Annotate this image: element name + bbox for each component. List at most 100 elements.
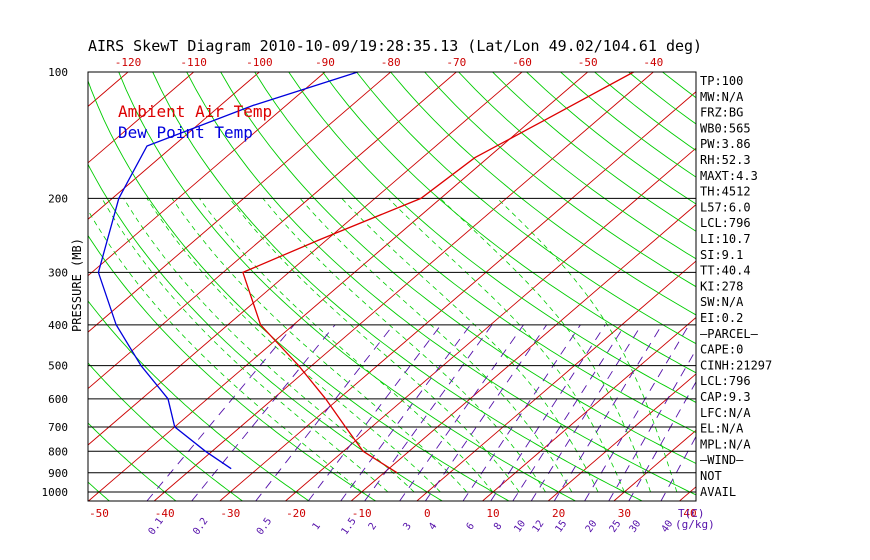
index-entry: RH:52.3 bbox=[700, 153, 751, 167]
top-axis-tick-label: -50 bbox=[578, 56, 598, 69]
dry-adiabat-line bbox=[662, 72, 696, 99]
index-entry: CAPE:0 bbox=[700, 343, 743, 357]
index-entry: —PARCEL— bbox=[700, 327, 759, 341]
bottom-axis-tick-label: -20 bbox=[286, 507, 306, 520]
dry-adiabat-line bbox=[88, 300, 310, 501]
dry-adiabat-line bbox=[731, 72, 870, 501]
dry-adiabat-line bbox=[186, 72, 696, 496]
mixing-ratio-line bbox=[425, 324, 547, 501]
bottom-axis-tick-label: -30 bbox=[220, 507, 240, 520]
mixing-ratio-line bbox=[307, 324, 442, 501]
mixing-ratio-line bbox=[399, 324, 524, 501]
pressure-tick-label: 100 bbox=[48, 66, 68, 79]
ambient-temp-line bbox=[242, 72, 634, 474]
mixing-ratio-label: 12 bbox=[531, 518, 547, 534]
mixing-ratio-label: 3 bbox=[401, 521, 413, 532]
isotherm-line bbox=[88, 72, 194, 164]
mixing-ratio-label: 20 bbox=[584, 518, 600, 534]
mixing-ratio-label: 4 bbox=[427, 521, 439, 532]
dry-adiabat-line bbox=[0, 72, 43, 501]
top-axis-tick-label: -120 bbox=[115, 56, 142, 69]
isotherm-line bbox=[416, 260, 696, 501]
index-entry: L57:6.0 bbox=[700, 200, 751, 214]
index-entry: TT:40.4 bbox=[700, 264, 751, 278]
isotherm-line bbox=[88, 72, 260, 220]
bottom-axis-tick-label: 20 bbox=[552, 507, 565, 520]
mixing-ratio-label: 15 bbox=[553, 518, 569, 534]
bottom-axis-unit-label: T(C) bbox=[678, 507, 705, 520]
mixing-ratio-line bbox=[255, 324, 394, 501]
mixing-ratio-line bbox=[462, 324, 581, 501]
bottom-axis-tick-label: 0 bbox=[424, 507, 431, 520]
profile-lines bbox=[97, 72, 634, 474]
bottom-axis-tick-label: -40 bbox=[155, 507, 175, 520]
mixing-ratio-line bbox=[340, 324, 471, 501]
dry-adiabat-line bbox=[765, 72, 870, 501]
isobar-lines bbox=[88, 197, 696, 493]
index-entry: CAP:9.3 bbox=[700, 390, 751, 404]
dry-adiabat-line bbox=[492, 72, 696, 232]
mixing-ratio-label: 10 bbox=[512, 518, 528, 534]
index-entry: TP:100 bbox=[700, 74, 743, 88]
pressure-tick-label: 700 bbox=[48, 421, 68, 434]
top-axis-tick-labels: -120 -110 -100 -90 -80 -70 -60 -50 -40 bbox=[115, 56, 664, 69]
dry-adiabat-line bbox=[458, 72, 696, 260]
index-entry: TH:4512 bbox=[700, 185, 751, 199]
moist-adiabat-line bbox=[299, 198, 573, 493]
isotherm-line bbox=[88, 72, 523, 446]
dry-adiabat-line bbox=[88, 422, 177, 501]
isotherm-line bbox=[285, 147, 696, 501]
pressure-tick-label: 500 bbox=[48, 360, 68, 373]
pressure-tick-label: 400 bbox=[48, 319, 68, 332]
moist-adiabat-line bbox=[388, 198, 625, 493]
mixing-ratio-line bbox=[191, 324, 336, 501]
pressure-tick-label: 1000 bbox=[42, 486, 69, 499]
dry-adiabat-line bbox=[799, 72, 870, 501]
legend-dew-point-temp: Dew Point Temp bbox=[118, 123, 253, 142]
top-axis-tick-label: -40 bbox=[643, 56, 663, 69]
mixing-ratio-label: 0.2 bbox=[191, 516, 210, 537]
mixing-ratio-line bbox=[530, 324, 642, 501]
pressure-axis-labels: 100 200 300 400 500 600 700 800 900 1000 bbox=[42, 66, 69, 499]
mixing-ratio-line bbox=[490, 324, 606, 501]
index-entry: PW:3.86 bbox=[700, 137, 751, 151]
bottom-axis-tick-label: -10 bbox=[352, 507, 372, 520]
index-entry: NOT bbox=[700, 469, 722, 483]
bottom-axis-tick-label: 10 bbox=[486, 507, 499, 520]
dry-adiabat-line bbox=[356, 72, 696, 345]
isotherm-line bbox=[88, 72, 588, 501]
moist-adiabat-line bbox=[123, 198, 415, 493]
dew-point-line bbox=[97, 72, 358, 470]
chart-title: AIRS SkewT Diagram 2010-10-09/19:28:35.1… bbox=[88, 37, 702, 55]
moist-adiabat-line bbox=[229, 198, 520, 493]
isotherm-line bbox=[811, 72, 870, 501]
index-entry: MW:N/A bbox=[700, 90, 744, 104]
isotherm-line bbox=[88, 72, 326, 277]
top-axis-tick-label: -100 bbox=[246, 56, 273, 69]
mixing-ratio-label: 8 bbox=[492, 521, 504, 532]
isotherm-line bbox=[88, 72, 129, 107]
mixing-ratio-label: 2 bbox=[367, 521, 379, 532]
mixing-ratio-label: 6 bbox=[465, 521, 477, 532]
top-axis-tick-label: -60 bbox=[512, 56, 532, 69]
index-entry: SW:N/A bbox=[700, 295, 744, 309]
index-entry: —WIND— bbox=[700, 453, 744, 467]
index-entry: MPL:N/A bbox=[700, 437, 751, 451]
index-entry: LCL:796 bbox=[700, 374, 751, 388]
mixing-ratio-label: 30 bbox=[628, 518, 644, 534]
bottom-axis-tick-label: 40 bbox=[683, 507, 696, 520]
index-entry: LCL:796 bbox=[700, 216, 751, 230]
mixing-ratio-unit-label: (g/kg) bbox=[675, 518, 715, 531]
isotherm-line bbox=[88, 72, 391, 333]
dry-adiabat-line bbox=[220, 72, 696, 464]
index-entry: EI:0.2 bbox=[700, 311, 743, 325]
isotherm-line bbox=[745, 72, 870, 501]
index-entry: MAXT:4.3 bbox=[700, 169, 758, 183]
mixing-ratio-label: 40 bbox=[660, 518, 676, 534]
dry-adiabat-line bbox=[288, 72, 696, 403]
moist-adiabat-line bbox=[101, 198, 389, 493]
dry-adiabat-line bbox=[88, 79, 510, 501]
mixing-ratio-line bbox=[628, 380, 696, 501]
mixing-ratio-line bbox=[364, 324, 493, 501]
